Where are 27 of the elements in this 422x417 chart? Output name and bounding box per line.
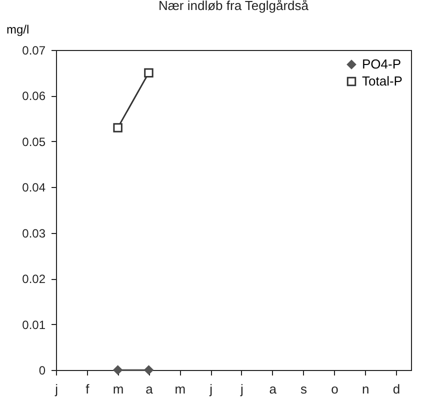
legend-label: PO4-P — [362, 56, 402, 72]
point — [113, 123, 122, 132]
x-tick-label: n — [362, 382, 370, 396]
x-tick-label: m — [112, 382, 124, 396]
point — [144, 68, 154, 78]
y-tick-label: 0 — [38, 364, 46, 378]
y-tick-label: 0.03 — [22, 226, 46, 240]
x-tick-label: j — [54, 382, 58, 396]
y-tick-label: 0.07 — [22, 44, 46, 58]
x-tick-label: j — [208, 382, 213, 396]
x-tick-label: a — [269, 382, 278, 396]
x-tick-label: j — [240, 382, 244, 396]
y-tick-label: 0.04 — [22, 180, 46, 195]
x-tick-label: s — [300, 382, 308, 396]
x-tick-label: d — [392, 382, 400, 396]
y-tick-label: 0.05 — [22, 134, 46, 149]
y-tick-label: 0.02 — [22, 272, 46, 286]
x-tick-label: m — [174, 382, 186, 396]
y-tick-label: 0.01 — [22, 318, 46, 332]
x-tick-label: a — [146, 382, 154, 396]
point — [144, 365, 154, 375]
point — [113, 365, 122, 375]
y-tick-label: 0.06 — [22, 89, 46, 104]
legend-label: Total-P — [362, 74, 402, 88]
x-tick-label: o — [331, 382, 338, 396]
y-axis-title: mg/l — [6, 22, 30, 36]
x-tick-label: f — [86, 382, 90, 396]
